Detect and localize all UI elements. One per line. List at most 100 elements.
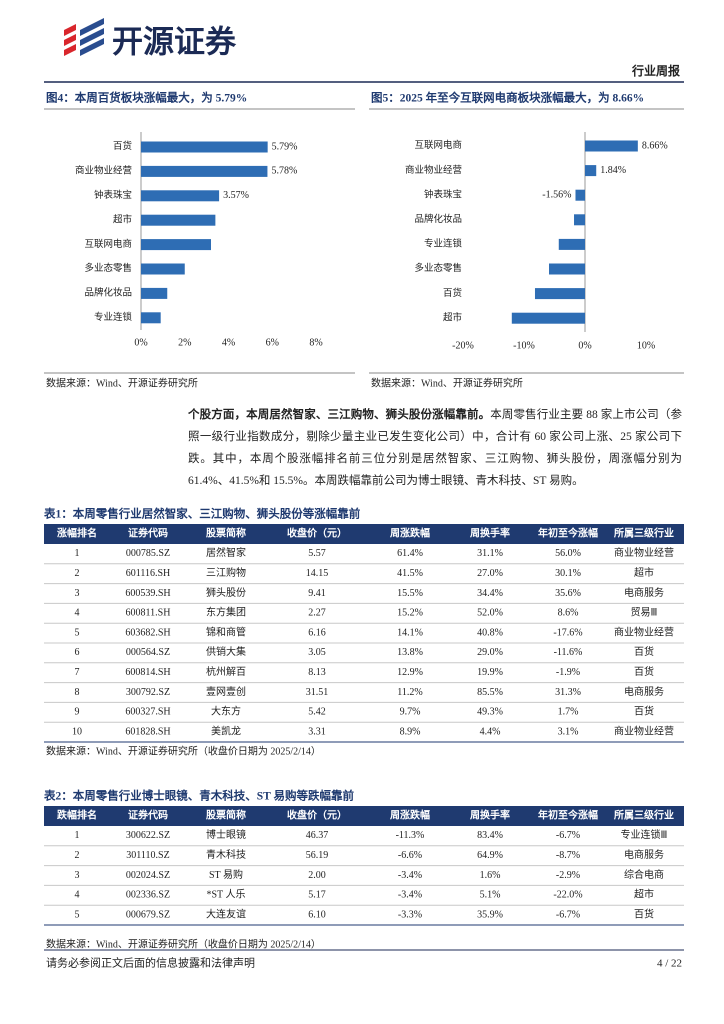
- table-cell: 供销大集: [206, 645, 246, 658]
- table-cell: 9.41: [308, 588, 326, 599]
- table-cell: 61.4%: [397, 548, 423, 559]
- table-cell: 大连友谊: [206, 907, 246, 920]
- table-cell: 电商服务: [624, 685, 664, 698]
- table-cell: 杭州解百: [206, 665, 246, 678]
- table-cell: 14.1%: [397, 627, 423, 638]
- table-cell: -8.7%: [556, 850, 580, 861]
- table-cell: 000785.SZ: [126, 548, 170, 559]
- table-cell: 6.16: [308, 627, 326, 638]
- value-label: 1.84%: [600, 165, 626, 176]
- table-cell: 1: [75, 548, 80, 559]
- table-cell: 3.31: [308, 726, 326, 737]
- bar: [141, 214, 216, 226]
- page-number: 4 / 22: [657, 958, 682, 970]
- table-cell: 40.8%: [477, 627, 503, 638]
- table-cell: 601116.SH: [126, 568, 171, 579]
- table-cell: 2.27: [308, 608, 326, 619]
- table-cell: 31.51: [306, 687, 329, 698]
- column-header: 周涨跌幅: [390, 526, 430, 539]
- table-cell: 27.0%: [477, 568, 503, 579]
- category-label: 商业物业经营: [405, 164, 462, 176]
- table-title: 表1：本周零售行业居然智家、三江购物、狮头股份等涨幅靠前: [43, 507, 361, 521]
- table-cell: 三江购物: [206, 566, 246, 579]
- table-cell: 5.42: [308, 707, 326, 718]
- table-cell: 5.57: [308, 548, 326, 559]
- table-cell: 3.1%: [558, 726, 579, 737]
- bar: [585, 165, 597, 177]
- table-cell: 贸易Ⅲ: [631, 607, 658, 619]
- bar: [558, 238, 585, 250]
- table-source: 数据来源：Wind、开源证券研究所（收盘价日期为 2025/2/14）: [46, 937, 321, 950]
- table-cell: *ST 人乐: [207, 889, 246, 901]
- column-header: 周换手率: [470, 808, 510, 821]
- x-tick-label: -10%: [513, 340, 535, 351]
- column-header: 年初至今涨幅: [538, 526, 598, 539]
- x-tick-label: -20%: [452, 340, 474, 351]
- table-cell: 4: [75, 890, 80, 901]
- table-cell: 52.0%: [477, 608, 503, 619]
- table-cell: 35.6%: [555, 588, 581, 599]
- table-cell: 1.7%: [558, 707, 579, 718]
- column-header: 证券代码: [128, 526, 168, 539]
- table-cell: 超市: [634, 888, 654, 901]
- table-cell: 31.1%: [477, 548, 503, 559]
- table-cell: -6.7%: [556, 830, 580, 841]
- column-header: 股票简称: [206, 808, 246, 821]
- table-cell: 电商服务: [624, 848, 664, 861]
- table-cell: 超市: [634, 566, 654, 579]
- table-cell: 4.4%: [480, 726, 501, 737]
- table-cell: 美凯龙: [211, 724, 241, 737]
- column-header: 证券代码: [128, 808, 168, 821]
- column-header: 周换手率: [470, 526, 510, 539]
- table-cell: 49.3%: [477, 707, 503, 718]
- table-cell: 5.17: [308, 890, 326, 901]
- bar: [141, 239, 211, 251]
- category-label: 超市: [113, 213, 133, 225]
- table-cell: 1.6%: [480, 870, 501, 881]
- table-cell: -6.7%: [556, 909, 580, 920]
- table-cell: -11.3%: [396, 830, 425, 841]
- bar: [534, 288, 585, 300]
- table-cell: 2: [75, 568, 80, 579]
- table-cell: 2: [75, 850, 80, 861]
- category-label: 多业态零售: [414, 262, 462, 274]
- x-tick-label: 2%: [178, 337, 191, 348]
- table-cell: 603682.SH: [125, 627, 170, 638]
- table-cell: 14.15: [306, 568, 329, 579]
- category-label: 专业连锁: [94, 311, 133, 323]
- table-cell: 商业物业经营: [614, 724, 674, 737]
- table-cell: 9: [75, 707, 80, 718]
- bar: [574, 214, 585, 226]
- table-cell: 居然智家: [206, 546, 246, 559]
- category-label: 商业物业经营: [75, 165, 132, 177]
- category-label: 钟表珠宝: [424, 188, 462, 200]
- value-label: 5.79%: [272, 141, 298, 152]
- table-cell: 6: [75, 647, 80, 658]
- table-cell: 300622.SZ: [126, 830, 170, 841]
- table-cell: 壹网壹创: [206, 685, 246, 698]
- table-cell: 13.8%: [397, 647, 423, 658]
- figure-source: 数据来源：Wind、开源证券研究所: [46, 376, 198, 389]
- category-label: 互联网电商: [414, 139, 462, 151]
- bar: [511, 312, 585, 324]
- column-header: 所属三级行业: [614, 526, 674, 539]
- bar: [141, 190, 220, 202]
- table-cell: 600539.SH: [125, 588, 170, 599]
- table-cell: -11.6%: [554, 647, 583, 658]
- table-cell: 3: [75, 588, 80, 599]
- figure-title: 图5：2025 年至今互联网电商板块涨幅最大，为 8.66%: [371, 91, 644, 105]
- x-tick-label: 0%: [134, 337, 147, 348]
- x-tick-label: 8%: [309, 337, 322, 348]
- table-cell: 百货: [634, 665, 654, 678]
- x-tick-label: 4%: [222, 337, 235, 348]
- value-label: 5.78%: [271, 166, 297, 177]
- table-cell: 300792.SZ: [126, 687, 170, 698]
- table-cell: 4: [75, 608, 80, 619]
- table-cell: 综合电商: [624, 868, 664, 881]
- table-cell: 12.9%: [397, 667, 423, 678]
- value-label: 8.66%: [642, 140, 668, 151]
- table-cell: 商业物业经营: [614, 625, 674, 638]
- table-cell: 30.1%: [555, 568, 581, 579]
- table-cell: 3: [75, 870, 80, 881]
